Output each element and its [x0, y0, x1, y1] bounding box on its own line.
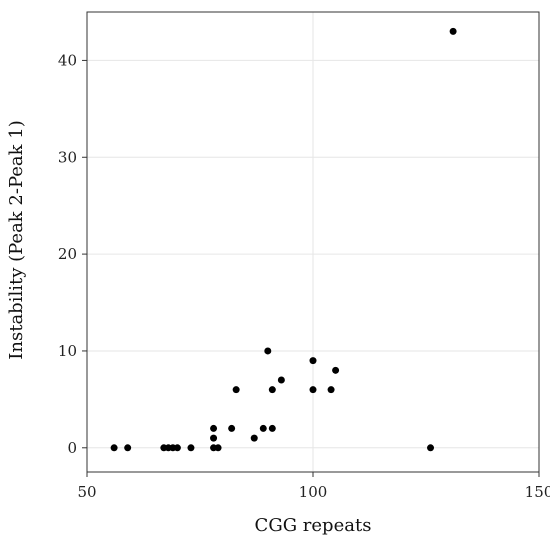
data-point: [228, 424, 236, 432]
data-point: [250, 434, 258, 442]
y-tick-label: 20: [58, 245, 77, 263]
data-points: [110, 27, 457, 452]
y-tick-label: 40: [58, 51, 77, 69]
data-point: [309, 357, 317, 365]
data-point: [187, 444, 195, 452]
data-point: [449, 27, 457, 35]
data-point: [268, 424, 276, 432]
y-tick-label: 30: [58, 148, 77, 166]
data-point: [427, 444, 435, 452]
x-axis-label: CGG repeats: [255, 515, 372, 536]
data-point: [268, 386, 276, 394]
data-point: [232, 386, 240, 394]
data-point: [259, 424, 267, 432]
axis-ticks: 50 100 150 0 10 20 30 40: [58, 51, 550, 501]
grid: [86, 12, 540, 472]
data-point: [124, 444, 132, 452]
data-point: [332, 366, 340, 374]
data-point: [327, 386, 335, 394]
data-point: [110, 444, 118, 452]
data-point: [277, 376, 285, 384]
y-tick-label: 10: [58, 342, 77, 360]
data-point: [210, 434, 218, 442]
x-tick-label: 50: [77, 483, 96, 501]
x-tick-label: 150: [525, 483, 550, 501]
data-point: [264, 347, 272, 355]
data-point: [173, 444, 181, 452]
data-point: [214, 444, 222, 452]
data-point: [309, 386, 317, 394]
y-axis-label: Instability (Peak 2-Peak 1): [6, 120, 27, 359]
y-tick-label: 0: [67, 439, 77, 457]
x-tick-label: 100: [299, 483, 328, 501]
data-point: [210, 424, 218, 432]
